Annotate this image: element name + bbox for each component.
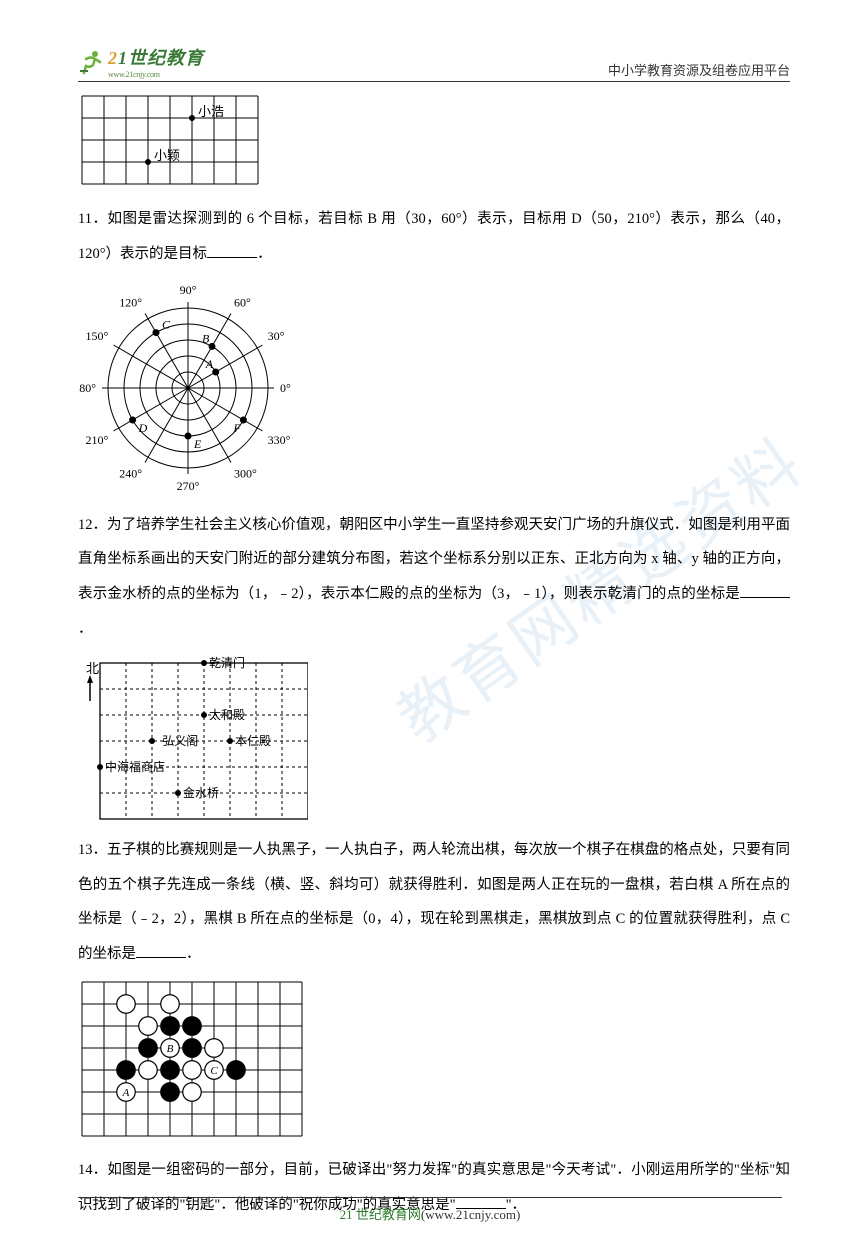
page-footer: 21 世纪教育网(www.21cnjy.com)	[78, 1197, 782, 1223]
svg-text:小浩: 小浩	[198, 104, 224, 119]
svg-text:0°: 0°	[280, 381, 291, 395]
svg-text:本仁殿: 本仁殿	[235, 734, 271, 748]
question-11: 11．如图是雷达探测到的 6 个目标，若目标 B 用（30，60°）表示，目标用…	[78, 202, 790, 272]
svg-text:C: C	[162, 317, 171, 331]
logo-runner-icon	[78, 49, 104, 75]
svg-text:A: A	[122, 1087, 130, 1099]
question-13: 13．五子棋的比赛规则是一人执黑子，一人执白子，两人轮流出棋，每次放一个棋子在棋…	[78, 833, 790, 972]
svg-text:240°: 240°	[119, 466, 142, 480]
question-12: 12．为了培养学生社会主义核心价值观，朝阳区中小学生一直坚持参观天安门广场的升旗…	[78, 508, 790, 647]
figure-map: 北 乾清门太和殿弘义阁 本仁殿中海福商店金水桥	[78, 653, 790, 823]
footer-brand: 21 世纪教育网	[340, 1207, 421, 1222]
svg-text:C: C	[210, 1065, 218, 1077]
svg-text:210°: 210°	[86, 433, 109, 447]
footer-url: (www.21cnjy.com)	[421, 1207, 520, 1222]
svg-text:150°: 150°	[86, 329, 109, 343]
svg-text:F: F	[232, 421, 241, 435]
svg-text:E: E	[193, 437, 202, 451]
svg-text:乾清门: 乾清门	[209, 655, 245, 670]
logo-url: www.21cnjy.com	[108, 70, 204, 79]
figure-radar: 0° 30° 60° 90° 120° 150° 180° 210° 240° 270° 300° 3…	[78, 278, 790, 498]
svg-text:270°: 270°	[177, 479, 200, 493]
svg-text:弘义阁: 弘义阁	[162, 734, 198, 748]
content-body: 小浩小颖 11．如图是雷达探测到的 6 个目标，若目标 B 用（30，60°）表…	[78, 92, 790, 1223]
page-header: 21世纪教育 www.21cnjy.com 中小学教育资源及组卷应用平台	[78, 44, 790, 82]
svg-text:北: 北	[86, 661, 99, 676]
svg-text:B: B	[167, 1043, 174, 1055]
svg-text:300°: 300°	[234, 466, 257, 480]
figure-gomoku: B C A	[78, 978, 790, 1143]
logo-text: 21世纪教育	[108, 44, 204, 70]
svg-text:太和殿: 太和殿	[209, 707, 245, 722]
svg-text:30°: 30°	[268, 329, 285, 343]
header-right-text: 中小学教育资源及组卷应用平台	[608, 60, 790, 79]
svg-text:90°: 90°	[180, 283, 197, 297]
svg-text:小颖: 小颖	[154, 148, 180, 163]
svg-text:60°: 60°	[234, 295, 251, 309]
svg-text:330°: 330°	[268, 433, 291, 447]
logo: 21世纪教育 www.21cnjy.com	[78, 44, 204, 79]
svg-text:中海福商店: 中海福商店	[105, 759, 165, 774]
svg-text:A: A	[205, 357, 214, 371]
svg-text:B: B	[202, 331, 210, 345]
figure-grid-xiaohao: 小浩小颖	[78, 92, 790, 192]
svg-text:D: D	[138, 421, 148, 435]
svg-text:120°: 120°	[119, 295, 142, 309]
svg-text:180°: 180°	[78, 381, 96, 395]
svg-text:金水桥: 金水桥	[183, 785, 219, 800]
